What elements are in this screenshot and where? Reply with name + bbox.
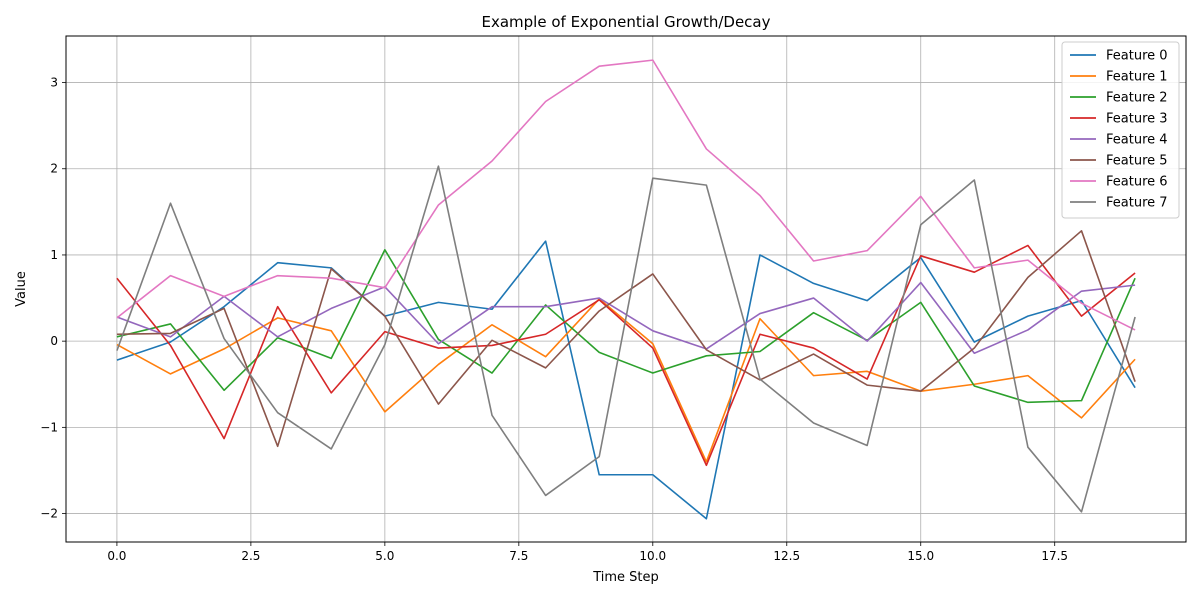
y-tick-label: 2 <box>50 162 58 176</box>
x-tick-label: 15.0 <box>907 549 934 563</box>
series-line-feature-6 <box>116 59 1136 331</box>
legend: Feature 0 Feature 1 Feature 2 Feature 3 Feat… <box>1061 41 1180 219</box>
legend-label-feature-0: Feature 0 <box>1106 49 1168 64</box>
ticks-layer: 0.0 2.5 5.0 7.5 10.0 12.5 15.0 17.5 −2 −1 0 1 2 3 <box>40 76 1068 563</box>
legend-label-feature-3: Feature 3 <box>1106 112 1168 127</box>
legend-box <box>1061 41 1180 219</box>
y-tick-label: −1 <box>40 420 58 434</box>
x-tick-label: 5.0 <box>375 549 394 563</box>
series-layer <box>116 59 1136 520</box>
chart-title: Example of Exponential Growth/Decay <box>482 13 771 31</box>
x-tick-label: 0.0 <box>107 549 126 563</box>
x-axis-label: Time Step <box>592 570 659 585</box>
series-line-feature-2 <box>116 248 1136 404</box>
legend-label-feature-4: Feature 4 <box>1106 133 1168 148</box>
legend-label-feature-1: Feature 1 <box>1106 70 1168 85</box>
y-axis-label: Value <box>14 271 29 307</box>
x-tick-label: 7.5 <box>509 549 528 563</box>
x-tick-label: 17.5 <box>1041 549 1068 563</box>
series-line-feature-5 <box>116 230 1136 448</box>
y-tick-label: 0 <box>50 334 58 348</box>
x-tick-label: 2.5 <box>241 549 260 563</box>
x-tick-label: 12.5 <box>773 549 800 563</box>
series-line-feature-7 <box>116 165 1136 513</box>
grid-layer <box>66 36 1186 542</box>
y-tick-label: 3 <box>50 76 58 90</box>
legend-label-feature-2: Feature 2 <box>1106 91 1168 106</box>
legend-label-feature-6: Feature 6 <box>1106 175 1168 190</box>
legend-label-feature-5: Feature 5 <box>1106 154 1168 169</box>
plot-frame <box>65 35 1187 543</box>
series-line-feature-3 <box>116 244 1136 467</box>
y-tick-label: 1 <box>50 248 58 262</box>
x-tick-label: 10.0 <box>639 549 666 563</box>
series-line-feature-0 <box>116 240 1136 520</box>
legend-label-feature-7: Feature 7 <box>1106 196 1168 211</box>
y-tick-label: −2 <box>40 507 58 521</box>
